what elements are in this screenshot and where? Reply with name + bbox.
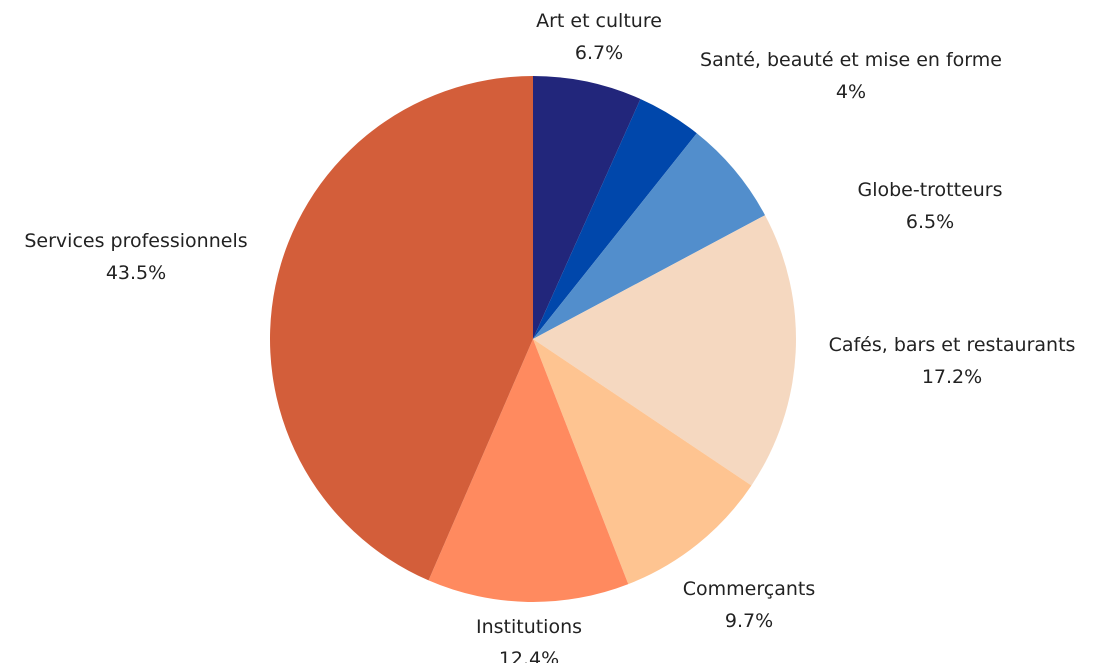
slice-label-services-professionnels: Services professionnels bbox=[24, 230, 247, 252]
slice-label-sante-beaute-et-mise-en-forme: Santé, beauté et mise en forme bbox=[700, 49, 1002, 71]
slice-value-services-professionnels: 43.5% bbox=[106, 262, 166, 284]
pie-slice-cafes-bars-et-restaurants bbox=[533, 215, 797, 486]
pie-slice-commercants bbox=[533, 339, 752, 585]
slice-value-cafes-bars-et-restaurants: 17.2% bbox=[922, 366, 982, 388]
pie-slice-globe-trotteurs bbox=[533, 133, 766, 339]
slice-label-globe-trotteurs: Globe-trotteurs bbox=[857, 179, 1002, 201]
pie-slices bbox=[269, 76, 797, 602]
slice-label-art-et-culture: Art et culture bbox=[536, 10, 662, 32]
slice-value-globe-trotteurs: 6.5% bbox=[906, 211, 954, 233]
slice-label-cafes-bars-et-restaurants: Cafés, bars et restaurants bbox=[829, 334, 1076, 356]
slice-value-institutions: 12.4% bbox=[499, 648, 559, 663]
pie-labels: Art et culture 6.7% Santé, beauté et mise … bbox=[24, 10, 1075, 663]
slice-label-commercants: Commerçants bbox=[683, 578, 815, 600]
slice-value-commercants: 9.7% bbox=[725, 610, 773, 632]
slice-label-institutions: Institutions bbox=[476, 616, 582, 638]
pie-slice-art-et-culture bbox=[533, 76, 641, 339]
slice-value-art-et-culture: 6.7% bbox=[575, 42, 623, 64]
pie-slice-services-professionnels bbox=[269, 76, 533, 581]
pie-slice-sante-beaute-et-mise-en-forme bbox=[533, 98, 697, 340]
pie-slice-institutions bbox=[428, 339, 629, 602]
slice-value-sante-beaute-et-mise-en-forme: 4% bbox=[836, 81, 866, 103]
